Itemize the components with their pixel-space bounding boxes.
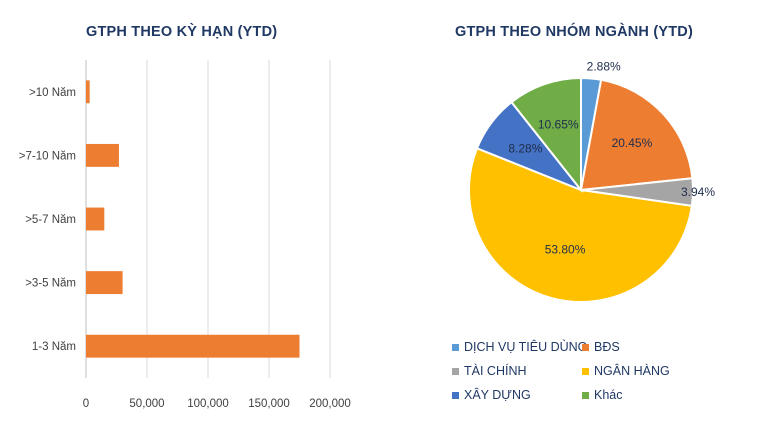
legend-label: TÀI CHÍNH <box>464 364 527 378</box>
category-label: >3-5 Năm <box>25 278 76 290</box>
bar-chart-title: GTPH THEO KỲ HẠN (YTD) <box>86 24 278 40</box>
category-label: >5-7 Năm <box>25 214 76 226</box>
slice-data-label: 8.28% <box>508 141 542 155</box>
legend-label: Khác <box>594 388 623 402</box>
bar <box>86 80 90 104</box>
pie-slice <box>579 78 694 192</box>
pie-chart-data-labels: 2.88% 20.45% 3.94% 53.80% 8.28% 10.65% <box>508 59 715 256</box>
x-tick-label: 50,000 <box>129 398 164 410</box>
legend-item: NGÂN HÀNG <box>582 364 670 378</box>
slice-data-label: 20.45% <box>612 136 653 150</box>
pie-slice <box>468 147 693 303</box>
legend-swatch <box>452 391 459 399</box>
legend-swatch <box>582 367 589 375</box>
bar-chart-gridlines <box>146 60 331 378</box>
bar-chart-bars <box>86 80 300 358</box>
pie-chart-slices <box>468 76 694 303</box>
pie-slice <box>510 76 582 193</box>
legend-swatch <box>582 343 589 351</box>
slice-data-label: 2.88% <box>587 59 621 73</box>
x-tick-label: 0 <box>83 398 89 410</box>
legend-label: XÂY DỰNG <box>464 388 531 402</box>
slice-data-label: 3.94% <box>681 185 715 199</box>
bar <box>86 143 119 167</box>
x-tick-label: 100,000 <box>187 398 229 410</box>
legend-label: DỊCH VỤ TIÊU DÙNG <box>464 340 588 354</box>
category-label: >7-10 Năm <box>19 150 76 162</box>
legend-item: XÂY DỰNG <box>452 388 531 402</box>
legend-item: TÀI CHÍNH <box>452 364 527 378</box>
legend-label: NGÂN HÀNG <box>594 364 670 378</box>
legend-item: BĐS <box>582 340 620 354</box>
legend-swatch <box>582 391 589 399</box>
legend-swatch <box>452 343 459 351</box>
category-label: >10 Năm <box>29 87 76 99</box>
legend-item: DỊCH VỤ TIÊU DÙNG <box>452 340 587 354</box>
legend-label: BĐS <box>594 340 620 354</box>
bar <box>86 271 123 295</box>
slice-data-label: 53.80% <box>545 242 586 256</box>
x-tick-label: 200,000 <box>309 398 351 410</box>
pie-chart-title: GTPH THEO NHÓM NGÀNH (YTD) <box>455 24 693 40</box>
slice-data-label: 10.65% <box>538 117 579 131</box>
legend-swatch <box>452 367 459 375</box>
bar <box>86 334 300 358</box>
category-label: 1-3 Năm <box>32 341 76 353</box>
legend-item: Khác <box>582 388 623 402</box>
bar-chart-tick-labels: 0 50,000 100,000 150,000 200,000 <box>83 398 351 410</box>
x-tick-label: 150,000 <box>248 398 290 410</box>
bar <box>86 207 105 231</box>
bar-chart-category-labels: >10 Năm >7-10 Năm >5-7 Năm >3-5 Năm 1-3 Năm <box>19 87 76 353</box>
